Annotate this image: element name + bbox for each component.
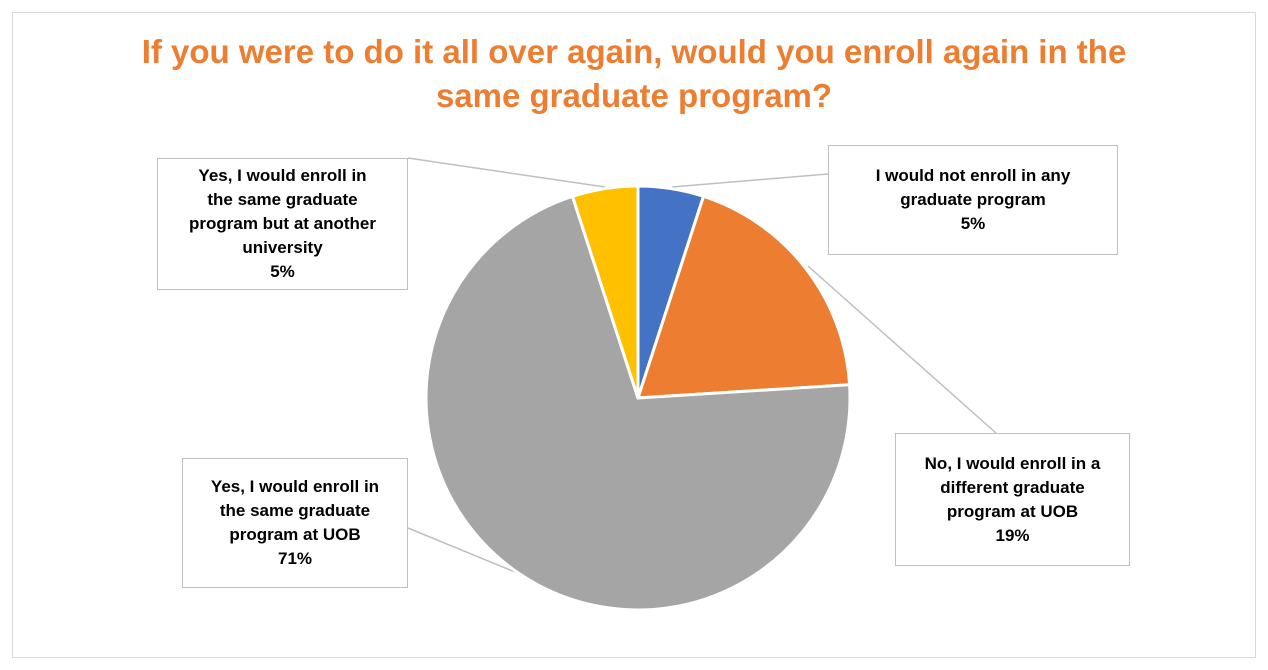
chart-title: If you were to do it all over again, wou… <box>0 30 1268 118</box>
data-label-same-program-uob-line-2: the same graduate <box>219 501 371 520</box>
data-label-not-enroll: I would not enroll in any graduate progr… <box>828 145 1118 255</box>
leader-lines <box>407 157 997 573</box>
data-label-same-program-uob-value: 71% <box>277 549 313 568</box>
leader-line-different-program <box>807 265 997 434</box>
leader-line-another-university <box>407 157 606 188</box>
pie-slices <box>424 184 852 612</box>
pie-slice-different-program <box>636 194 852 400</box>
data-label-same-program-uob-line-3: program at UOB <box>229 525 361 544</box>
data-label-different-program-line-2: different graduate <box>940 477 1085 497</box>
data-label-not-enroll-value: 5% <box>960 214 986 233</box>
data-label-same-program-uob: Yes, I would enroll in the same graduate… <box>182 458 408 588</box>
data-label-different-program-value: 19% <box>995 525 1030 545</box>
pie-slice-same-program-uob <box>424 194 852 612</box>
data-label-another-university-line-4: university <box>242 238 323 257</box>
data-label-different-program-line-3: program at UOB <box>946 501 1079 521</box>
leader-line-not-enroll <box>671 173 829 188</box>
pie-slice-another-university <box>570 184 640 400</box>
data-label-different-program: No, I would enroll in a different gradua… <box>895 433 1130 566</box>
chart-title-line-1: If you were to do it all over again, wou… <box>141 33 1127 70</box>
data-label-same-program-uob-line-1: Yes, I would enroll in <box>210 477 380 496</box>
data-label-another-university-value: 5% <box>270 262 295 281</box>
chart-title-line-2: same graduate program? <box>435 77 833 114</box>
data-label-another-university-line-2: the same graduate <box>207 190 358 209</box>
data-label-another-university: Yes, I would enroll in the same graduate… <box>157 158 408 290</box>
data-label-not-enroll-line-1: I would not enroll in any <box>875 166 1071 185</box>
data-label-another-university-line-3: program but at another <box>188 214 376 233</box>
data-label-not-enroll-line-2: graduate program <box>900 190 1046 209</box>
leader-line-same-program-uob <box>407 527 516 573</box>
data-label-another-university-line-1: Yes, I would enroll in <box>198 166 367 185</box>
data-label-different-program-line-1: No, I would enroll in a <box>924 453 1101 473</box>
